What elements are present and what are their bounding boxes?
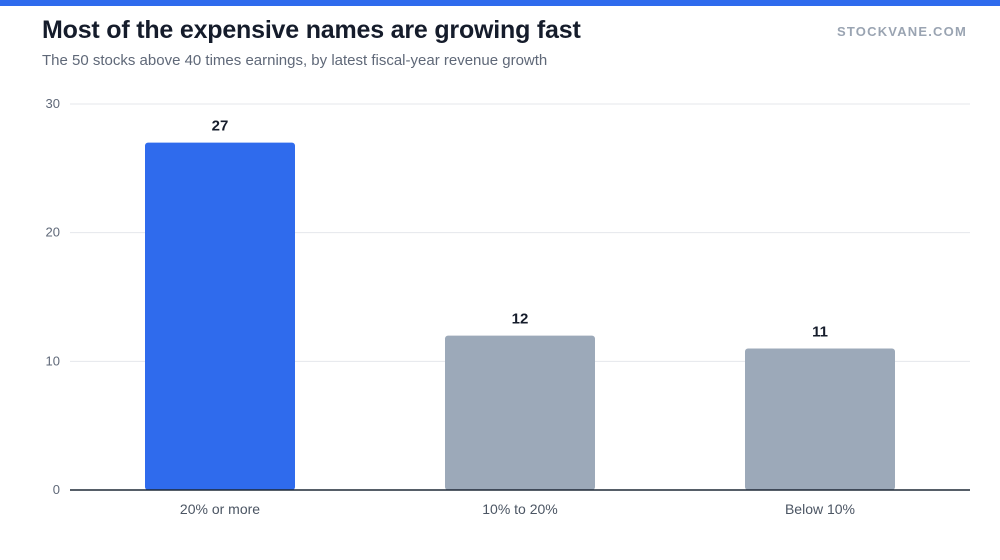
y-tick-label: 0 — [53, 482, 60, 497]
bar — [145, 142, 295, 490]
x-tick-label: 10% to 20% — [482, 501, 558, 517]
x-tick-label: 20% or more — [180, 501, 260, 517]
bar — [745, 348, 895, 490]
y-tick-label: 30 — [46, 96, 60, 111]
brand-label: STOCKVANE.COM — [837, 24, 967, 39]
chart-subtitle: The 50 stocks above 40 times earnings, b… — [42, 52, 548, 69]
bar — [445, 335, 595, 490]
chart-title: Most of the expensive names are growing … — [42, 16, 581, 44]
x-tick-label: Below 10% — [785, 501, 855, 517]
y-tick-label: 20 — [46, 225, 60, 240]
bar-value-label: 11 — [812, 323, 828, 340]
bar-value-label: 27 — [212, 118, 229, 135]
y-tick-label: 10 — [46, 353, 60, 368]
bar-value-label: 12 — [512, 311, 529, 328]
top-accent-bar — [0, 0, 1000, 6]
